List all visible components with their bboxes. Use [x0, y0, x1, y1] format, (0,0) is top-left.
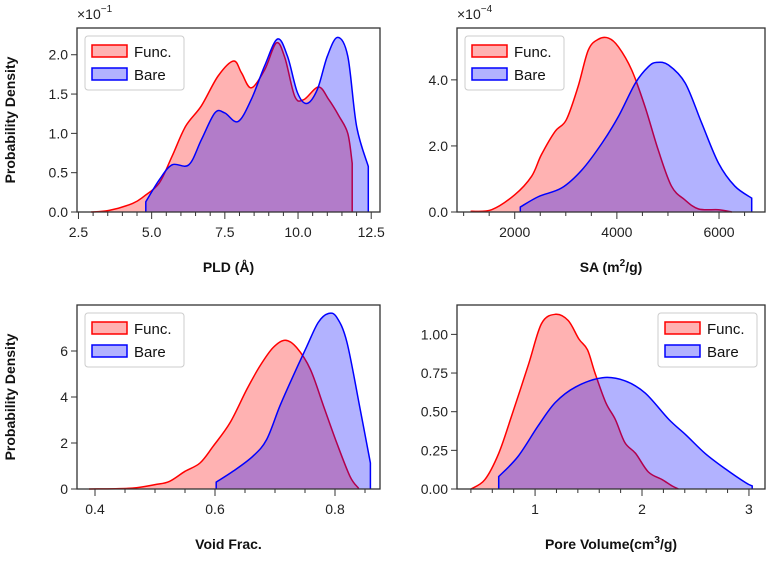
x-tick-label: 2.5 [69, 224, 89, 240]
series-area-bare [498, 377, 753, 489]
x-tick-label: 0.8 [325, 501, 345, 517]
y-tick-label: 0.5 [49, 165, 69, 181]
x-tick-label: 12.5 [358, 224, 385, 240]
y-tick-label: 1.0 [49, 125, 69, 141]
x-tick-label: 5.0 [142, 224, 162, 240]
legend-frame [464, 35, 565, 91]
series-line-bare [145, 36, 370, 212]
legend-label: Func. [514, 44, 552, 61]
legend-label: Func. [134, 44, 172, 61]
x-tick-label: 6000 [703, 224, 734, 240]
y-tick-label: 6 [60, 343, 68, 359]
x-axis-label: SA (m2/g) [580, 258, 643, 275]
legend-swatch-bare [664, 344, 701, 358]
subplot-2: 2000 4000 6000 0.0 2.0 4.0 SA (m2/g) ×10−4 Func.… [429, 4, 766, 275]
legend: Func. Bare [657, 312, 758, 368]
x-label-text: Pore Volume(cm [545, 536, 654, 552]
series-line-bare [215, 312, 372, 489]
legend-label: Bare [707, 344, 739, 361]
y-multiplier-exp: −4 [481, 4, 493, 15]
x-label-sup: 3 [654, 535, 660, 546]
x-axis-label: Void Frac. [195, 536, 262, 552]
y-tick-label: 0.00 [421, 481, 448, 497]
x-tick-label: 0.6 [205, 501, 225, 517]
subplot-1: 2.5 5.0 7.5 10.0 12.5 0.0 0.5 1.0 1.5 2.0 PLD (Å) P… [2, 4, 385, 275]
plot-frame [456, 304, 766, 490]
y-tick-label: 1.00 [421, 326, 448, 342]
y-tick-label: 0.0 [49, 204, 69, 220]
y-axis-label: Probability Density [2, 56, 18, 183]
x-label-text: SA (m [580, 259, 620, 275]
legend-label: Bare [134, 67, 166, 84]
y-multiplier-exp: −1 [101, 4, 113, 15]
legend-label: Bare [134, 344, 166, 361]
x-axis-label: PLD (Å) [203, 259, 254, 275]
series-line-bare [519, 61, 753, 212]
legend-frame [84, 35, 185, 91]
series-area-func [91, 42, 353, 212]
y-tick-label: 4.0 [429, 72, 449, 88]
subplot-3: 0.4 0.6 0.8 0 2 4 6 Void Frac. Probability Densi… [2, 304, 381, 552]
x-tick-label: 3 [745, 501, 753, 517]
series-line-func [470, 313, 679, 490]
x-tick-label: 10.0 [284, 224, 311, 240]
y-multiplier-base: ×10 [77, 6, 101, 22]
legend-swatch-func [91, 321, 128, 335]
x-tick-label: 2000 [499, 224, 530, 240]
y-multiplier: ×10−1 [77, 4, 113, 22]
legend: Func. Bare [464, 35, 565, 91]
series-line-func [88, 339, 360, 490]
x-tick-label: 2 [638, 501, 646, 517]
y-tick-label: 2.0 [429, 138, 449, 154]
y-axis-label: Probability Density [2, 333, 18, 460]
legend-swatch-bare [471, 67, 508, 81]
y-multiplier-base: ×10 [457, 6, 481, 22]
y-tick-label: 4 [60, 389, 68, 405]
x-axis-label: Pore Volume(cm3/g) [545, 535, 677, 552]
series-line-func [470, 36, 732, 213]
series-area-bare [145, 37, 369, 213]
legend: Func. Bare [84, 35, 185, 91]
x-tick-label: 7.5 [215, 224, 235, 240]
x-label-after: /g) [660, 536, 677, 552]
legend-swatch-bare [91, 67, 128, 81]
x-label-text: PLD (Å) [203, 259, 254, 275]
y-tick-label: 1.5 [49, 86, 69, 102]
y-tick-label: 0.0 [429, 204, 449, 220]
plot-frame [456, 27, 766, 213]
x-label-sup: 2 [620, 258, 626, 269]
y-tick-label: 0.25 [421, 442, 448, 458]
y-tick-label: 2 [60, 435, 68, 451]
legend: Func. Bare [84, 312, 185, 368]
y-multiplier: ×10−4 [457, 4, 493, 22]
y-tick-label: 2.0 [49, 47, 69, 63]
legend-frame [84, 312, 185, 368]
legend-label: Func. [134, 321, 172, 338]
y-tick-label: 0.75 [421, 365, 448, 381]
series-area-func [89, 340, 359, 489]
y-tick-label: 0 [60, 481, 68, 497]
x-tick-label: 1 [531, 501, 539, 517]
x-tick-label: 0.4 [85, 501, 105, 517]
legend-label: Func. [707, 321, 745, 338]
x-label-text: Void Frac. [195, 536, 262, 552]
legend-swatch-func [91, 44, 128, 58]
legend-frame [657, 312, 758, 368]
x-tick-label: 4000 [601, 224, 632, 240]
x-label-after: /g) [625, 259, 642, 275]
series-line-bare [497, 376, 753, 489]
legend-swatch-func [471, 44, 508, 58]
legend-swatch-func [664, 321, 701, 335]
plot-frame [76, 27, 381, 213]
legend-label: Bare [514, 67, 546, 84]
legend-swatch-bare [91, 344, 128, 358]
y-tick-label: 0.50 [421, 404, 448, 420]
series-area-bare [216, 313, 371, 489]
